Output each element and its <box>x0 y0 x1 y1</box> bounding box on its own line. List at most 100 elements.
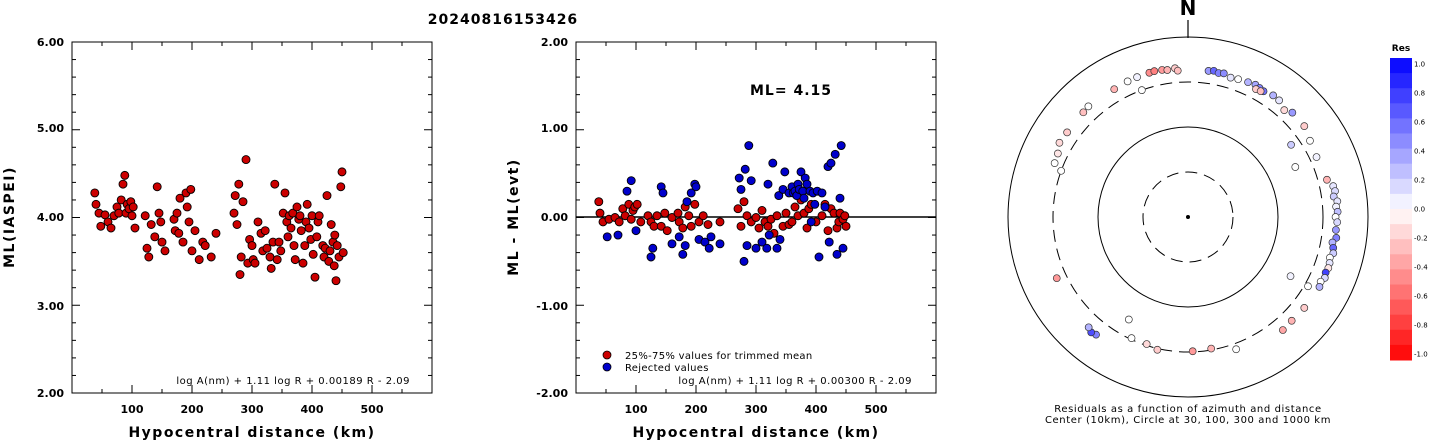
panel2-data-point <box>754 223 764 233</box>
polar-data-point <box>1053 149 1062 158</box>
panel2-ytick-200: 2.00 <box>541 36 568 49</box>
panel1-data-point <box>289 241 299 251</box>
polar-data-point <box>1269 91 1278 100</box>
panel1-data-point <box>300 241 310 251</box>
panel1-data-point <box>280 188 290 198</box>
polar-points <box>1050 64 1342 356</box>
panel1-data-point <box>194 255 204 265</box>
polar-data-point <box>1063 128 1071 137</box>
panel1-data-point <box>338 248 348 258</box>
panel2-data-point <box>706 232 716 242</box>
colorbar-tick-label: 0.8 <box>1414 90 1425 98</box>
panel2-xtick-500: 500 <box>865 403 888 416</box>
panel1-data-point <box>247 241 257 251</box>
panel2-data-point <box>667 213 677 222</box>
colorbar-swatch <box>1390 284 1412 301</box>
ring-1000km <box>1007 36 1369 398</box>
panel1-formula: log A(nm) + 1.11 log R + 0.00189 R - 2.0… <box>176 376 410 387</box>
polar-data-point <box>1137 86 1146 94</box>
north-label: N <box>1180 0 1197 20</box>
panel1-data-point <box>241 155 251 165</box>
panel1-data-point <box>326 220 336 229</box>
panel2-data-point <box>739 197 749 207</box>
polar-data-point <box>1079 108 1088 117</box>
polar-data-point <box>1306 136 1314 145</box>
panel2-data-point <box>746 176 756 186</box>
colorbar-swatch <box>1390 209 1412 225</box>
panel1-data-point <box>96 221 106 231</box>
panel1-xlabel: Hypocentral distance (km) <box>128 425 375 441</box>
panel2-data-point <box>751 243 761 253</box>
colorbar-swatch <box>1390 163 1412 180</box>
panel1-data-point <box>276 246 286 256</box>
panel2-data-point <box>817 211 827 221</box>
panel2-data-point <box>740 164 750 174</box>
panel2-ytick-000: 0.00 <box>541 211 568 224</box>
panel1-data-point <box>235 270 245 279</box>
panel1-points <box>90 155 348 286</box>
panel1-data-point <box>310 272 320 282</box>
panel2-data-point <box>781 208 791 218</box>
panel2-data-point <box>680 241 690 251</box>
panel1-data-point <box>127 211 137 221</box>
colorbar-swatch <box>1390 73 1412 89</box>
panel1-data-point <box>120 170 130 180</box>
panel1-data-point <box>184 217 194 227</box>
panel1-data-point <box>116 195 126 205</box>
panel2-data-point <box>632 199 642 209</box>
panel1-data-point <box>286 223 296 233</box>
panel2-data-point <box>622 186 632 196</box>
panel1-data-point <box>308 249 318 259</box>
panel2-data-point <box>602 232 612 242</box>
panel1-data-point <box>270 179 280 189</box>
panel2-data-point <box>595 208 605 218</box>
colorbar-swatches <box>1390 58 1412 361</box>
panel1-ylabel: ML(IASPEI) <box>2 166 18 268</box>
panel1-data-point <box>130 223 140 233</box>
panel1-data-point <box>154 208 164 218</box>
panel2-data-point <box>660 208 670 218</box>
panel2-data-point <box>691 182 701 192</box>
panel2-data-point <box>796 167 806 177</box>
panel2-data-point <box>686 188 696 198</box>
ring-300km <box>1052 81 1324 353</box>
colorbar-tick-label: 1.0 <box>1414 61 1425 69</box>
polar-data-point <box>1256 87 1265 96</box>
panel1-ytick-600: 6.00 <box>37 36 64 49</box>
panel2-data-point <box>826 158 836 168</box>
panel2-data-point <box>648 243 658 253</box>
polar-data-point <box>1188 347 1197 356</box>
polar-data-point <box>1288 108 1297 117</box>
panel1-data-point <box>118 179 128 189</box>
panel2-data-point <box>698 211 708 221</box>
polar-data-point <box>1304 282 1312 291</box>
panel2-data-point <box>704 243 714 253</box>
colorbar-tick-label: 0.6 <box>1414 119 1426 127</box>
panel1-data-point <box>298 258 308 268</box>
colorbar-swatch <box>1390 254 1412 270</box>
panel2-data-point <box>757 206 767 215</box>
polar-data-point <box>1275 96 1283 105</box>
panel1-data-point <box>314 211 324 221</box>
panel2-data-point <box>662 226 672 236</box>
panel2-data-point <box>742 211 752 221</box>
colorbar-tick-label: 0.0 <box>1414 206 1425 214</box>
panel2-data-point <box>772 211 782 221</box>
panel1-data-point <box>178 237 188 247</box>
polar-data-point <box>1226 73 1235 82</box>
panel1-data-point <box>232 220 242 229</box>
panel2-formula: log A(nm) + 1.11 log R + 0.00300 R - 2.0… <box>678 376 912 387</box>
panel2-data-point <box>824 237 834 247</box>
polar-data-point <box>1332 226 1340 234</box>
panel1-data-point <box>234 179 244 189</box>
colorbar-swatch <box>1390 344 1412 361</box>
legend-label-rejected: Rejected values <box>625 363 709 374</box>
legend-marker-rejected <box>602 362 612 372</box>
panel1-data-point <box>144 252 154 262</box>
center-point <box>1186 215 1190 219</box>
panel1-data-point <box>200 241 210 251</box>
polar-data-point <box>1234 75 1243 84</box>
panel1-ytick-500: 5.00 <box>37 122 64 135</box>
panel1-data-point <box>236 252 246 262</box>
panel2-xtick-200: 200 <box>685 403 708 416</box>
